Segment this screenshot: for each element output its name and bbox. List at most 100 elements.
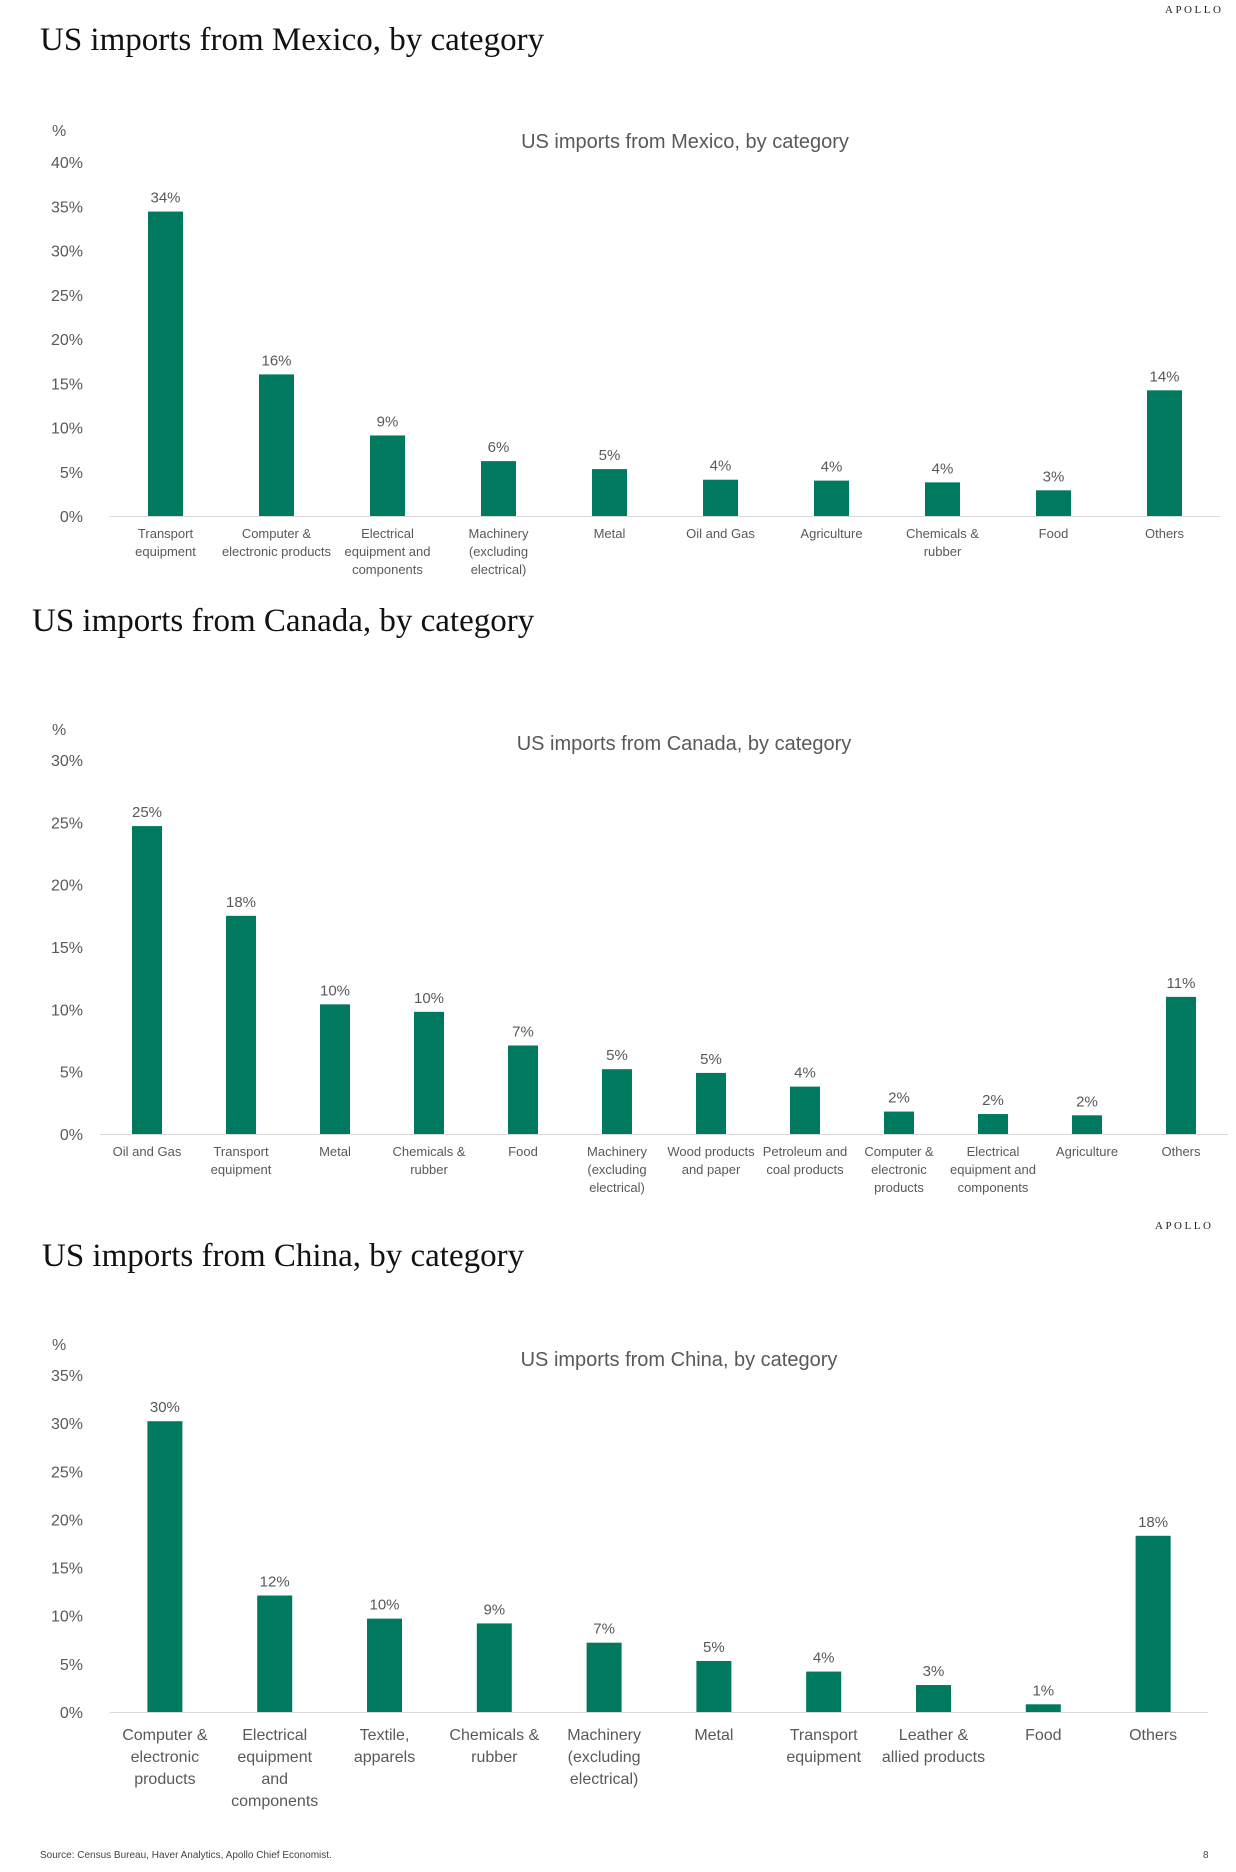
category-label: Electrical equipment and components <box>231 1727 318 1810</box>
category-label-line: Others <box>1129 1727 1177 1744</box>
category-label: Textile, apparels <box>354 1727 415 1766</box>
category-label-line: electronic <box>871 1162 927 1177</box>
category-label: Transport equipment <box>786 1727 861 1766</box>
category-label-line: and paper <box>682 1162 741 1177</box>
category-label-line: (excluding <box>587 1162 646 1177</box>
bar-data-label: 5% <box>700 1051 722 1068</box>
bar <box>602 1069 632 1134</box>
category-label-line: apparels <box>354 1749 415 1766</box>
category-label-line: electronic products <box>222 544 332 559</box>
bar-data-label: 16% <box>261 352 291 369</box>
category-label: Leather & allied products <box>882 1727 985 1766</box>
category-label-line: components <box>231 1793 318 1810</box>
category-label-line: Others <box>1145 526 1185 541</box>
category-label: Food <box>1025 1727 1061 1744</box>
category-label-line: components <box>352 562 423 577</box>
y-tick-label: 40% <box>51 155 83 172</box>
category-label: Chemicals & rubber <box>393 1144 466 1177</box>
category-label-line: Electrical <box>242 1727 307 1744</box>
category-label: Food <box>1039 526 1069 541</box>
bar-data-label: 18% <box>1138 1514 1168 1531</box>
y-tick-label: 0% <box>60 1705 83 1722</box>
bar-data-label: 10% <box>320 982 350 999</box>
category-label: Computer & electronic products <box>864 1144 934 1195</box>
category-label-line: equipment and <box>344 544 430 559</box>
category-label: Agriculture <box>1056 1144 1118 1159</box>
y-tick-label: 0% <box>60 1127 83 1144</box>
category-label-line: and <box>261 1771 288 1788</box>
y-tick-label: 30% <box>51 244 83 261</box>
y-tick-label: 15% <box>51 1561 83 1578</box>
chart-canada: US imports from Canada, by category% 0% 5%… <box>51 722 1228 1195</box>
bar <box>884 1111 914 1134</box>
y-tick-label: 25% <box>51 1464 83 1481</box>
category-label-line: Electrical <box>967 1144 1020 1159</box>
brand-logo: APOLLO <box>1155 1220 1214 1232</box>
category-label-line: Computer & <box>242 526 312 541</box>
category-label-line: Food <box>1039 526 1069 541</box>
bar-data-label: 4% <box>813 1650 835 1667</box>
bar <box>1166 996 1196 1134</box>
y-tick-label: 20% <box>51 1512 83 1529</box>
bar-data-label: 2% <box>982 1092 1004 1109</box>
category-label-line: Food <box>508 1144 538 1159</box>
bar <box>790 1086 820 1134</box>
y-tick-label: 35% <box>51 199 83 216</box>
category-label-line: Wood products <box>667 1144 755 1159</box>
category-label-line: Machinery <box>469 526 529 541</box>
bar-data-label: 14% <box>1149 368 1179 385</box>
bar <box>367 1618 402 1712</box>
bar <box>1135 1535 1171 1712</box>
bar <box>703 479 738 516</box>
bar <box>259 374 294 516</box>
category-label: Metal <box>694 1727 733 1744</box>
category-label: Metal <box>319 1144 351 1159</box>
category-label: Agriculture <box>800 526 862 541</box>
bar-data-label: 3% <box>923 1663 945 1680</box>
chart-title: US imports from China, by category <box>521 1349 838 1371</box>
bar <box>925 482 960 516</box>
bar <box>696 1072 726 1134</box>
category-label-line: components <box>958 1180 1029 1195</box>
category-label-line: Chemicals & <box>449 1727 539 1744</box>
section-heading-canada: US imports from Canada, by category <box>32 603 535 639</box>
chart-title: US imports from Mexico, by category <box>521 131 849 153</box>
bar-data-label: 9% <box>377 413 399 430</box>
bar <box>806 1671 842 1712</box>
category-label: Machinery (excluding electrical) <box>469 526 529 577</box>
brand-logo: APOLLO <box>1165 4 1224 16</box>
category-label-line: equipment <box>211 1162 272 1177</box>
category-label-line: Others <box>1161 1144 1201 1159</box>
category-label-line: Leather & <box>899 1727 969 1744</box>
category-label: Chemicals & rubber <box>906 526 979 559</box>
category-label-line: equipment <box>237 1749 312 1766</box>
section-heading-mexico: US imports from Mexico, by category <box>40 22 545 58</box>
category-label-line: allied products <box>882 1749 985 1766</box>
bar <box>132 826 162 1134</box>
category-label-line: products <box>134 1771 195 1788</box>
category-label-line: coal products <box>766 1162 844 1177</box>
category-label-line: Transport <box>213 1144 269 1159</box>
y-axis-unit: % <box>52 722 66 739</box>
bar-data-label: 5% <box>703 1639 725 1656</box>
bar <box>916 1685 951 1712</box>
category-label-line: Agriculture <box>1056 1144 1118 1159</box>
chart-china: US imports from China, by category% 0% 5% 1… <box>51 1337 1208 1810</box>
category-label: Transport equipment <box>211 1144 272 1177</box>
y-tick-label: 20% <box>51 878 83 895</box>
bar-data-label: 1% <box>1032 1682 1054 1699</box>
bar-data-label: 18% <box>226 894 256 911</box>
y-axis-unit: % <box>52 123 66 140</box>
y-tick-label: 35% <box>51 1368 83 1385</box>
category-label-line: (excluding <box>568 1749 641 1766</box>
category-label-line: rubber <box>410 1162 448 1177</box>
y-tick-label: 10% <box>51 1609 83 1626</box>
category-label-line: Chemicals & <box>393 1144 466 1159</box>
y-tick-label: 25% <box>51 288 83 305</box>
category-label: Oil and Gas <box>686 526 755 541</box>
category-label: Oil and Gas <box>113 1144 182 1159</box>
category-label-line: products <box>874 1180 924 1195</box>
category-label-line: Food <box>1025 1727 1061 1744</box>
bar-data-label: 7% <box>593 1621 615 1638</box>
bar <box>481 461 516 516</box>
